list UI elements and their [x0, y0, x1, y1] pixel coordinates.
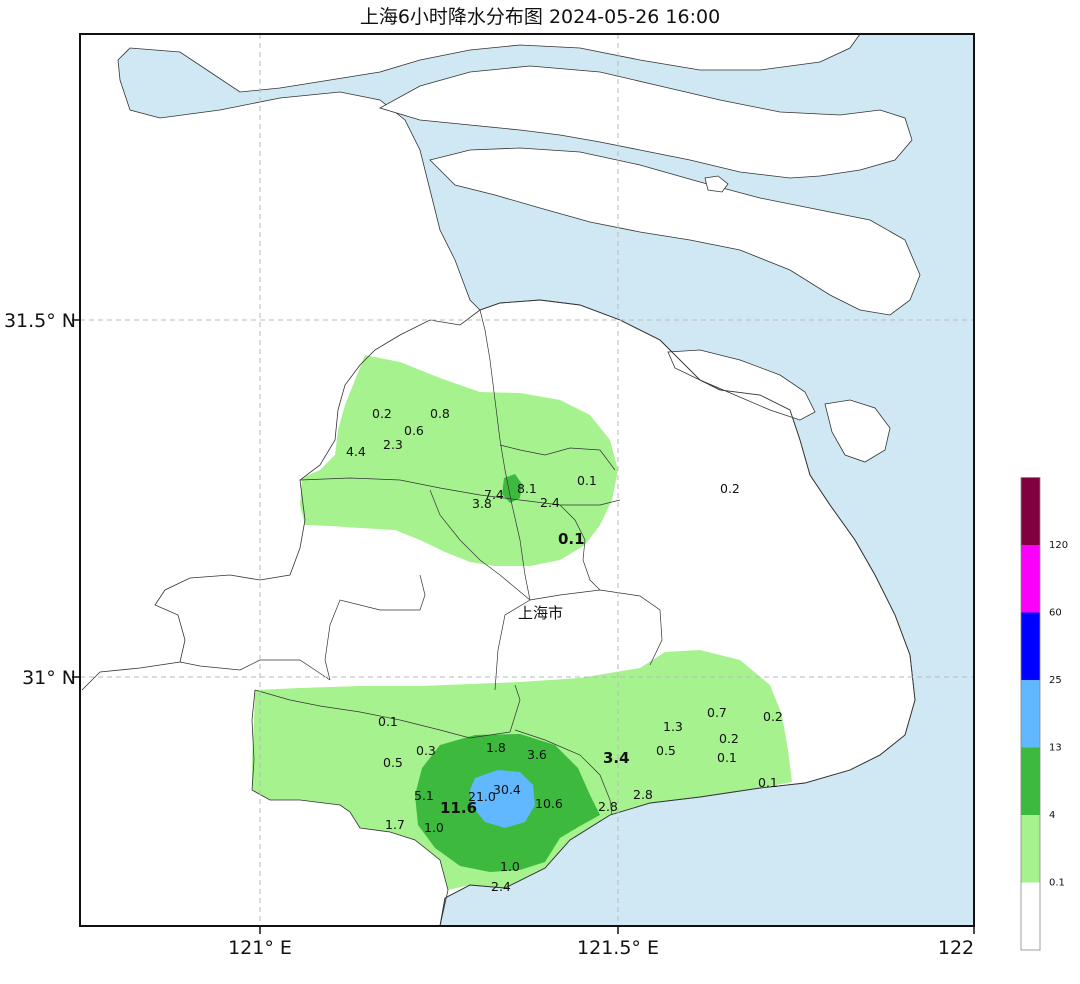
station-value: 1.8 — [486, 740, 506, 755]
chongming-island — [378, 65, 913, 179]
legend-swatch — [1021, 747, 1040, 815]
station-value: 0.1 — [577, 473, 597, 488]
station-value: 0.6 — [404, 423, 424, 438]
station-value: 30.4 — [493, 782, 521, 797]
legend-swatch — [1021, 815, 1040, 883]
small-islet — [704, 175, 729, 193]
station-value: 0.1 — [378, 714, 398, 729]
station-value: 11.6 — [440, 799, 477, 817]
station-value: 2.4 — [540, 495, 560, 510]
legend-swatch — [1021, 477, 1040, 545]
station-value: 3.6 — [527, 747, 547, 762]
station-value: 1.0 — [500, 859, 520, 874]
station-value: 0.5 — [656, 743, 676, 758]
station-value: 0.5 — [383, 755, 403, 770]
station-value: 4.4 — [346, 444, 366, 459]
x-tick-label: 121° E — [228, 937, 292, 959]
station-value: 5.1 — [414, 788, 434, 803]
rain-core-heavy — [470, 770, 535, 828]
station-value: 0.8 — [430, 406, 450, 421]
x-tick-label: 122 — [938, 937, 974, 959]
station-value: 1.7 — [385, 817, 405, 832]
legend-label: 4 — [1049, 810, 1055, 821]
changxing-island — [429, 147, 921, 316]
x-tick-label: 121.5° E — [577, 937, 659, 959]
legend-frame — [1020, 477, 1041, 951]
map-title: 上海6小时降水分布图 2024-05-26 16:00 — [359, 6, 721, 28]
station-value: 3.4 — [603, 749, 630, 767]
legend-label: 0.1 — [1049, 878, 1065, 889]
station-value: 0.2 — [763, 709, 783, 724]
y-tick-label: 31.5° N — [4, 310, 76, 332]
station-value: 3.8 — [472, 496, 492, 511]
station-labels: 0.2 0.8 0.6 2.3 4.4 7.4 8.1 3.8 2.4 0.1 … — [346, 406, 783, 894]
legend-label: 13 — [1049, 743, 1062, 754]
station-value: 0.2 — [372, 406, 392, 421]
grid-lines — [80, 34, 974, 926]
station-value: 0.1 — [717, 750, 737, 765]
station-value: 1.0 — [424, 820, 444, 835]
legend-label: 120 — [1049, 540, 1068, 551]
rain-area-north — [300, 355, 618, 566]
map-frame — [79, 33, 975, 927]
axis-ticks — [72, 319, 975, 934]
station-value: 2.4 — [491, 879, 511, 894]
legend-swatch — [1021, 680, 1040, 748]
y-tick-label: 31° N — [22, 667, 76, 689]
station-value: 7.4 — [484, 487, 504, 502]
legend-colorbar: 0.1 4 13 25 60 120 — [1020, 477, 1068, 951]
shanghai-border — [439, 299, 916, 926]
station-value: 2.8 — [633, 787, 653, 802]
west-boundary — [81, 309, 481, 691]
legend-swatch — [1021, 882, 1040, 950]
hengsha-island — [667, 349, 816, 421]
station-value: 2.8 — [598, 799, 618, 814]
station-value: 2.3 — [383, 437, 403, 452]
legend-swatch — [1021, 612, 1040, 680]
station-value: 0.1 — [758, 775, 778, 790]
legend-label: 60 — [1049, 608, 1062, 619]
district-boundaries — [179, 309, 663, 816]
station-value: 0.7 — [707, 705, 727, 720]
station-value: 0.1 — [558, 530, 585, 548]
station-value: 0.2 — [720, 481, 740, 496]
station-value: 0.3 — [416, 743, 436, 758]
station-value: 8.1 — [517, 481, 537, 496]
southwest-boundary — [251, 689, 449, 926]
station-value: 21.0 — [468, 789, 496, 804]
station-value: 0.2 — [719, 731, 739, 746]
jiuduansha-island — [824, 399, 891, 463]
legend-swatch — [1021, 545, 1040, 613]
city-label: 上海市 — [518, 604, 563, 622]
station-value: 10.6 — [535, 796, 563, 811]
legend-label: 25 — [1049, 675, 1062, 686]
station-value: 1.3 — [663, 719, 683, 734]
